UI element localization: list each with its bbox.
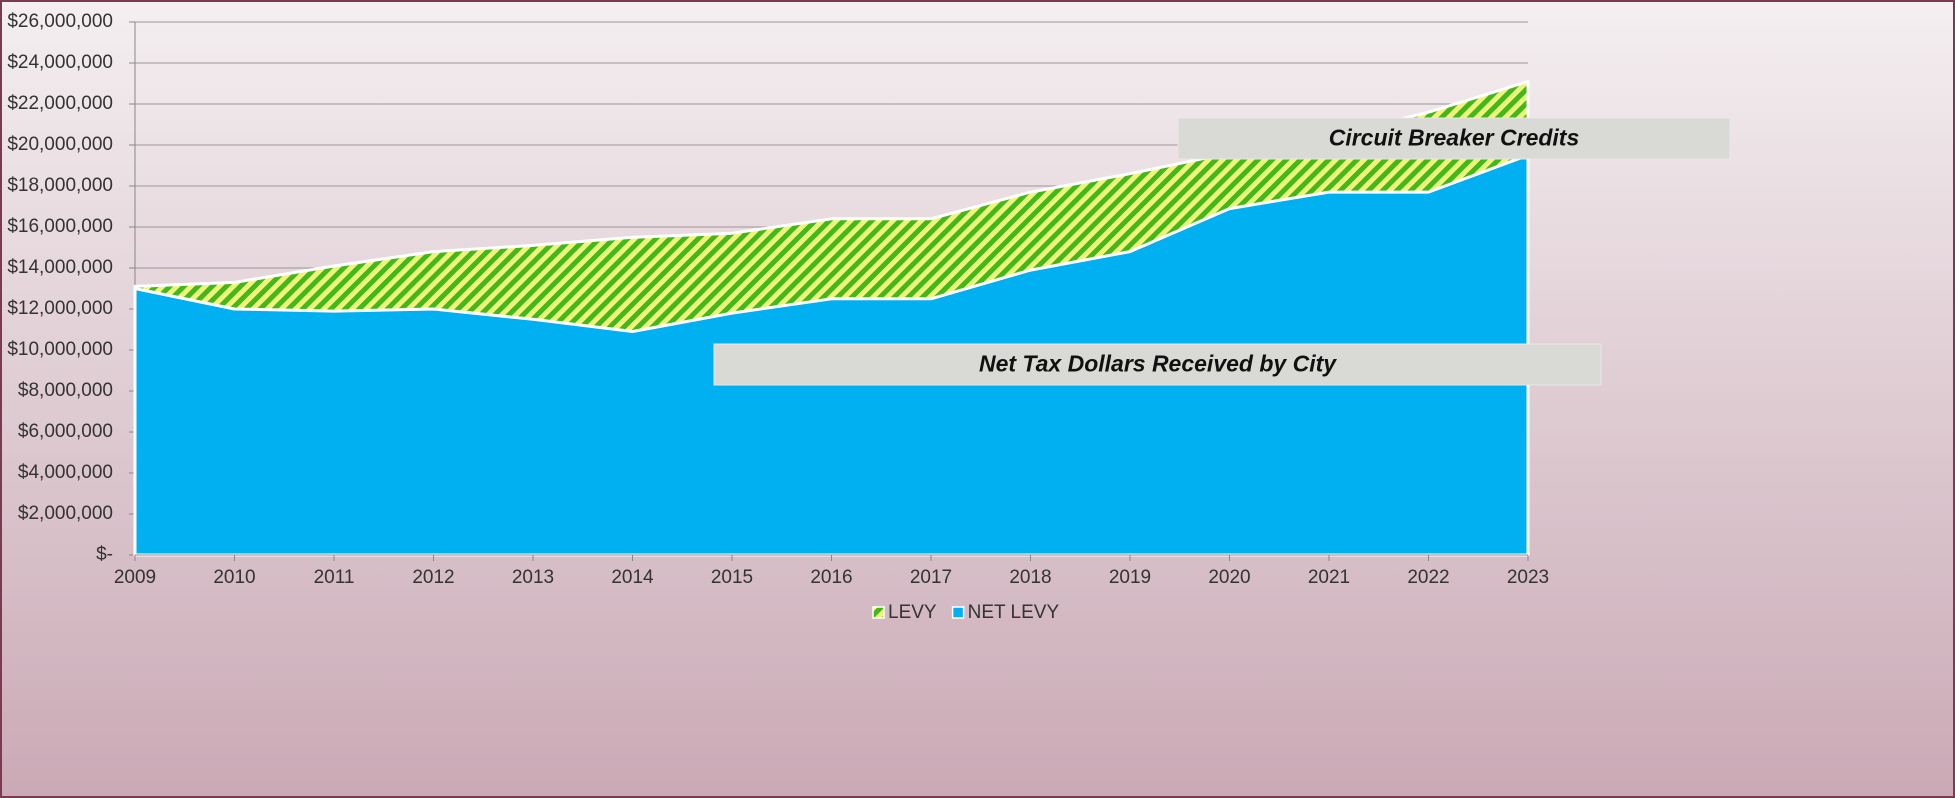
x-tick-label: 2011 xyxy=(314,567,355,588)
y-tick-label: $18,000,000 xyxy=(7,175,113,196)
x-tick-label: 2021 xyxy=(1308,567,1350,588)
y-tick-label: $26,000,000 xyxy=(7,11,113,32)
x-tick-label: 2009 xyxy=(114,567,156,588)
x-tick-label: 2018 xyxy=(1009,567,1051,588)
legend-swatch xyxy=(951,606,965,619)
legend-label: NET LEVY xyxy=(968,602,1060,623)
y-tick-label: $14,000,000 xyxy=(7,257,113,278)
x-tick-label: 2015 xyxy=(711,567,753,588)
annotation-box xyxy=(1177,117,1731,160)
annotation-box xyxy=(713,343,1602,386)
x-tick-label: 2020 xyxy=(1208,567,1250,588)
x-tick-label: 2014 xyxy=(611,567,654,588)
y-tick-label: $12,000,000 xyxy=(7,298,113,319)
y-tick-label: $2,000,000 xyxy=(18,503,113,524)
x-tick-label: 2012 xyxy=(412,567,454,588)
x-tick-label: 2023 xyxy=(1507,567,1549,588)
legend-swatch xyxy=(872,606,885,619)
x-tick-label: 2022 xyxy=(1407,567,1449,588)
y-tick-label: $10,000,000 xyxy=(7,339,113,360)
y-tick-label: $24,000,000 xyxy=(7,52,113,73)
y-tick-label: $4,000,000 xyxy=(18,462,113,483)
x-tick-label: 2013 xyxy=(512,567,554,588)
y-tick-label: $8,000,000 xyxy=(18,380,113,401)
y-tick-label: $22,000,000 xyxy=(7,93,113,114)
x-tick-label: 2010 xyxy=(213,567,255,588)
x-tick-label: 2016 xyxy=(810,567,852,588)
annotation: Circuit Breaker Credits xyxy=(1329,125,1580,151)
y-tick-label: $16,000,000 xyxy=(7,216,113,237)
x-tick-label: 2019 xyxy=(1109,567,1151,588)
legend-label: LEVY xyxy=(888,602,937,623)
y-tick-label: $- xyxy=(96,544,113,565)
y-tick-label: $6,000,000 xyxy=(18,421,113,442)
x-tick-label: 2017 xyxy=(910,567,952,588)
annotation: Net Tax Dollars Received by City xyxy=(979,351,1337,377)
y-tick-label: $20,000,000 xyxy=(7,134,113,155)
